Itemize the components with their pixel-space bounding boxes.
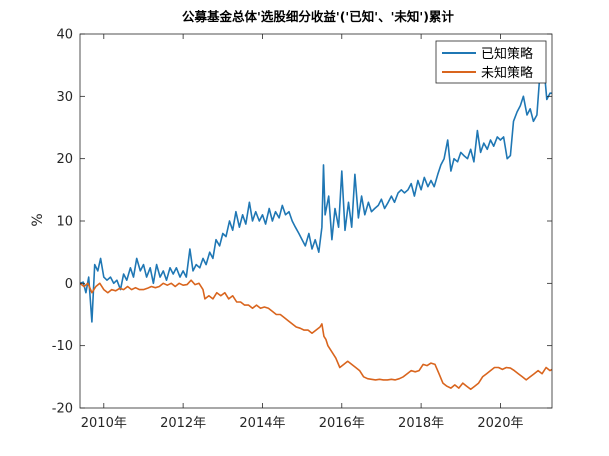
- x-tick-label: 2020年: [477, 416, 523, 431]
- x-tick-label: 2012年: [160, 416, 206, 431]
- x-tick-label: 2014年: [239, 416, 285, 431]
- legend-label-known: 已知策略: [481, 46, 533, 62]
- series-line-unknown: [80, 279, 552, 391]
- y-tick-label: 30: [56, 90, 73, 105]
- series-layer: [80, 58, 552, 391]
- y-tick-label: 20: [56, 152, 73, 167]
- x-tick-label: 2016年: [319, 416, 365, 431]
- axis-ticks: -20 -10 0 10 20 30 40 2010年 2012年 2014年 2016年 2018年…: [52, 28, 552, 431]
- y-tick-label: -10: [52, 339, 73, 354]
- chart-title: 公募基金总体'选股细分收益'('已知'、'未知')累计: [182, 9, 454, 24]
- y-tick-label: 40: [56, 28, 73, 43]
- y-tick-label: -20: [52, 402, 73, 417]
- y-tick-label: 0: [65, 277, 73, 292]
- x-tick-label: 2010年: [81, 416, 127, 431]
- legend: 已知策略 未知策略: [435, 40, 547, 84]
- x-tick-label: 2018年: [398, 416, 444, 431]
- y-axis-label: %: [30, 213, 46, 226]
- y-tick-label: 10: [56, 215, 73, 230]
- legend-label-unknown: 未知策略: [481, 65, 533, 81]
- series-line-known: [80, 58, 552, 323]
- legend-box: [435, 40, 547, 84]
